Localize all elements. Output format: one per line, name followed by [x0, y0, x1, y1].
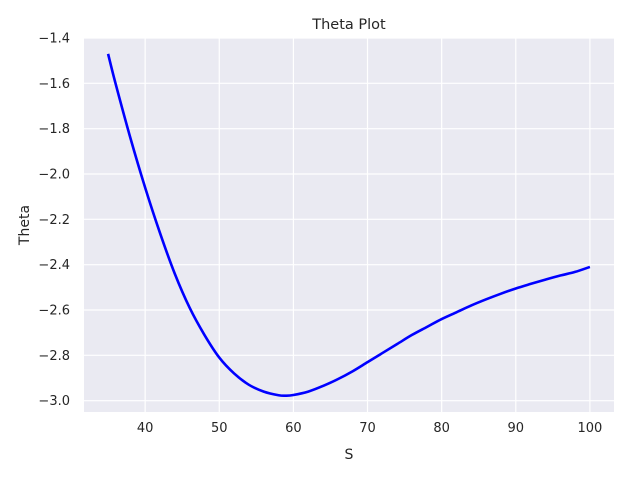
x-tick-label: 60: [285, 421, 302, 436]
plot-area: [84, 38, 614, 412]
y-tick-label: −2.4: [38, 258, 70, 273]
x-tick-labels: 40 50 60 70 80 90 100: [137, 421, 602, 436]
y-tick-label: −2.8: [38, 349, 70, 364]
y-tick-label: −1.8: [38, 122, 70, 137]
x-tick-label: 80: [433, 421, 450, 436]
y-tick-label: −1.4: [38, 32, 70, 47]
y-tick-label: −2.0: [38, 168, 70, 183]
y-tick-label: −2.6: [38, 304, 70, 319]
theta-series-line: [106, 53, 591, 398]
y-tick-label: −2.2: [38, 213, 70, 228]
series-layer: [106, 53, 591, 398]
x-tick-label: 90: [508, 421, 525, 436]
x-grid: [144, 38, 591, 412]
y-axis-label: Theta: [17, 205, 33, 246]
x-tick-label: 70: [359, 421, 376, 436]
chart-title: Theta Plot: [311, 17, 386, 33]
x-tick-label: 100: [577, 421, 602, 436]
y-grid: [84, 37, 614, 402]
x-tick-label: 50: [211, 421, 228, 436]
x-tick-label: 40: [137, 421, 154, 436]
y-tick-label: −1.6: [38, 77, 70, 92]
y-tick-label: −3.0: [38, 394, 70, 409]
x-axis-label: S: [345, 447, 354, 463]
y-tick-labels: −3.0 −2.8 −2.6 −2.4 −2.2 −2.0 −1.8 −1.6 −1.4: [38, 32, 70, 410]
